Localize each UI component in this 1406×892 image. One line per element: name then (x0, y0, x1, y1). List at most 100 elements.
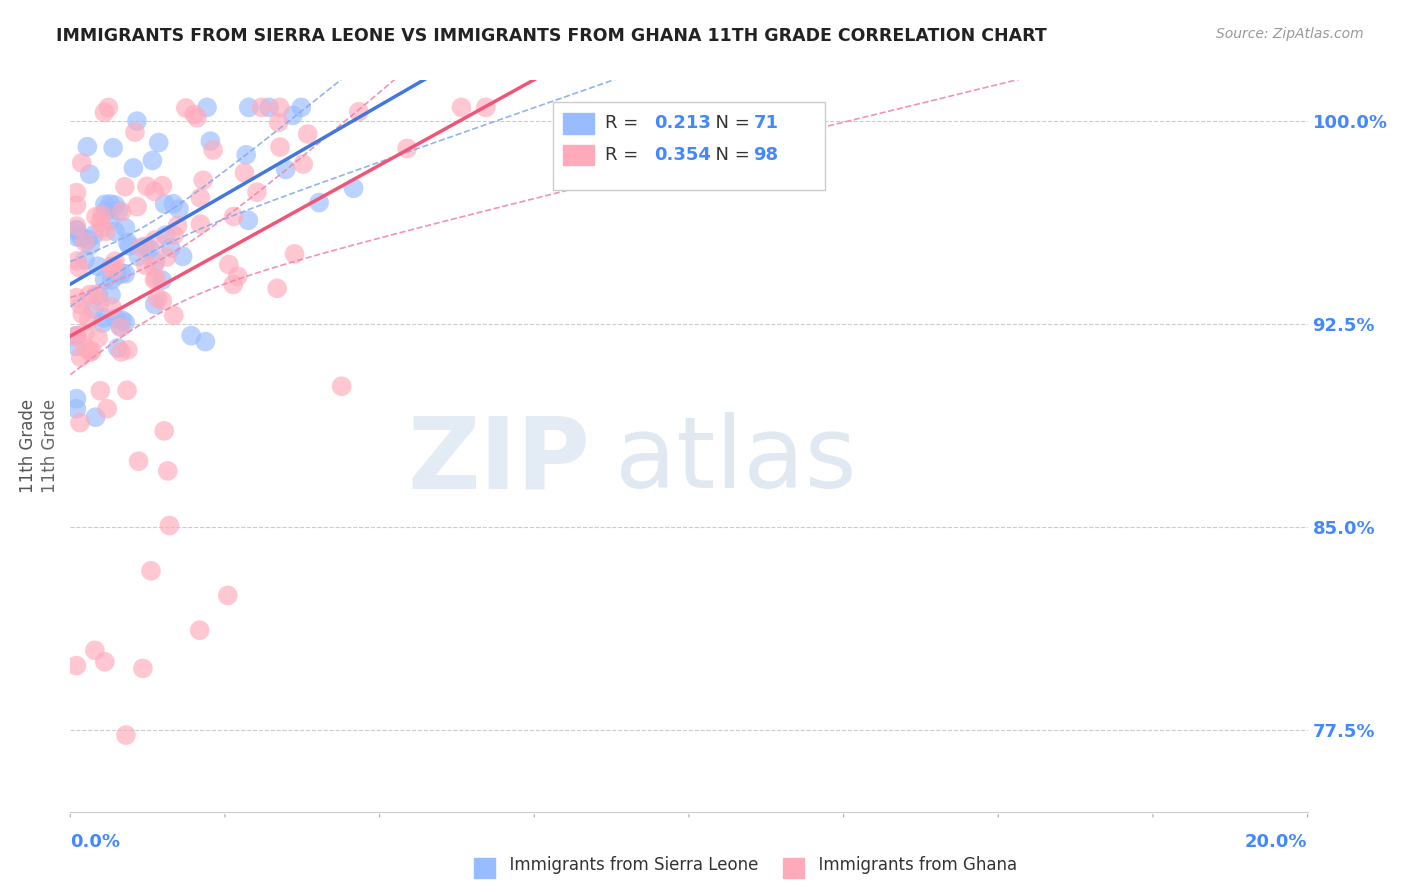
Point (139, 564, 162, 578)
Point (76, 139, 98, 153)
Point (93, 311, 115, 326)
FancyBboxPatch shape (553, 103, 825, 190)
Point (145, 254, 167, 268)
Point (91, 208, 114, 222)
Point (101, 141, 124, 155)
Y-axis label: 11th Grade: 11th Grade (41, 399, 59, 493)
Point (77, 313, 100, 327)
Point (180, 328, 202, 343)
Point (142, 260, 165, 274)
Text: Immigrants from Ghana: Immigrants from Ghana (808, 856, 1018, 874)
Point (110, 319, 132, 334)
Point (202, 143, 225, 157)
Point (143, 273, 166, 287)
Point (195, 100, 218, 114)
Point (79, 345, 101, 359)
Point (156, 464, 179, 478)
Point (107, 203, 129, 218)
Point (73, 235, 96, 249)
Point (342, 181, 364, 195)
Point (65, 401, 87, 416)
Point (114, 267, 136, 281)
Point (87, 259, 110, 273)
Point (69, 298, 91, 312)
Point (114, 179, 136, 194)
Point (65, 186, 87, 200)
Point (127, 250, 149, 264)
Text: R =: R = (605, 146, 644, 164)
Point (159, 241, 181, 255)
Point (96, 401, 118, 416)
Point (83, 301, 105, 316)
Point (200, 134, 222, 148)
Text: 71: 71 (754, 113, 779, 132)
Point (269, 140, 291, 154)
Point (94, 197, 117, 211)
Point (188, 191, 211, 205)
Point (283, 247, 305, 261)
Text: R =: R = (605, 113, 644, 132)
Point (65, 328, 87, 343)
Point (104, 224, 127, 238)
Point (87, 288, 110, 302)
Point (77, 232, 100, 246)
Point (194, 334, 217, 349)
Text: 0.213: 0.213 (654, 113, 711, 132)
Point (183, 107, 205, 121)
Point (70, 156, 93, 170)
Point (79, 238, 101, 252)
Point (233, 166, 256, 180)
Point (65, 219, 87, 234)
Point (132, 661, 155, 675)
Point (135, 179, 157, 194)
Point (94, 655, 117, 669)
Point (188, 624, 211, 638)
Point (67, 260, 90, 275)
Point (118, 239, 141, 253)
Point (128, 454, 150, 468)
Point (269, 100, 291, 114)
Point (65, 291, 87, 305)
Point (70, 230, 93, 244)
Point (134, 239, 156, 253)
Text: 11th Grade: 11th Grade (20, 399, 37, 493)
Point (396, 141, 419, 155)
Point (66, 253, 89, 268)
Point (98, 213, 121, 227)
Point (163, 309, 186, 323)
Point (114, 220, 136, 235)
Point (143, 233, 166, 247)
Point (141, 153, 163, 168)
Point (125, 114, 148, 128)
Point (226, 269, 249, 284)
Text: IMMIGRANTS FROM SIERRA LEONE VS IMMIGRANTS FROM GHANA 11TH GRADE CORRELATION CHA: IMMIGRANTS FROM SIERRA LEONE VS IMMIGRAN… (56, 27, 1047, 45)
Point (84, 210, 107, 224)
Point (65, 222, 87, 236)
Point (91, 316, 114, 330)
Point (222, 277, 245, 292)
Point (156, 250, 179, 264)
Point (166, 219, 188, 233)
Text: N =: N = (704, 146, 755, 164)
Point (75, 252, 97, 267)
Point (163, 228, 186, 243)
Point (94, 203, 117, 218)
Text: ZIP: ZIP (408, 412, 591, 509)
Point (267, 115, 290, 129)
Point (124, 125, 146, 139)
Point (174, 101, 197, 115)
Point (122, 161, 145, 175)
Point (347, 104, 370, 119)
Point (79, 287, 101, 301)
Point (100, 288, 122, 302)
Point (155, 227, 177, 242)
Bar (562, 113, 593, 134)
Point (100, 260, 122, 274)
Point (104, 311, 127, 326)
Point (114, 316, 136, 330)
Point (117, 343, 139, 357)
Point (292, 157, 315, 171)
Point (101, 262, 124, 277)
Point (84, 410, 107, 425)
Point (70, 307, 93, 321)
